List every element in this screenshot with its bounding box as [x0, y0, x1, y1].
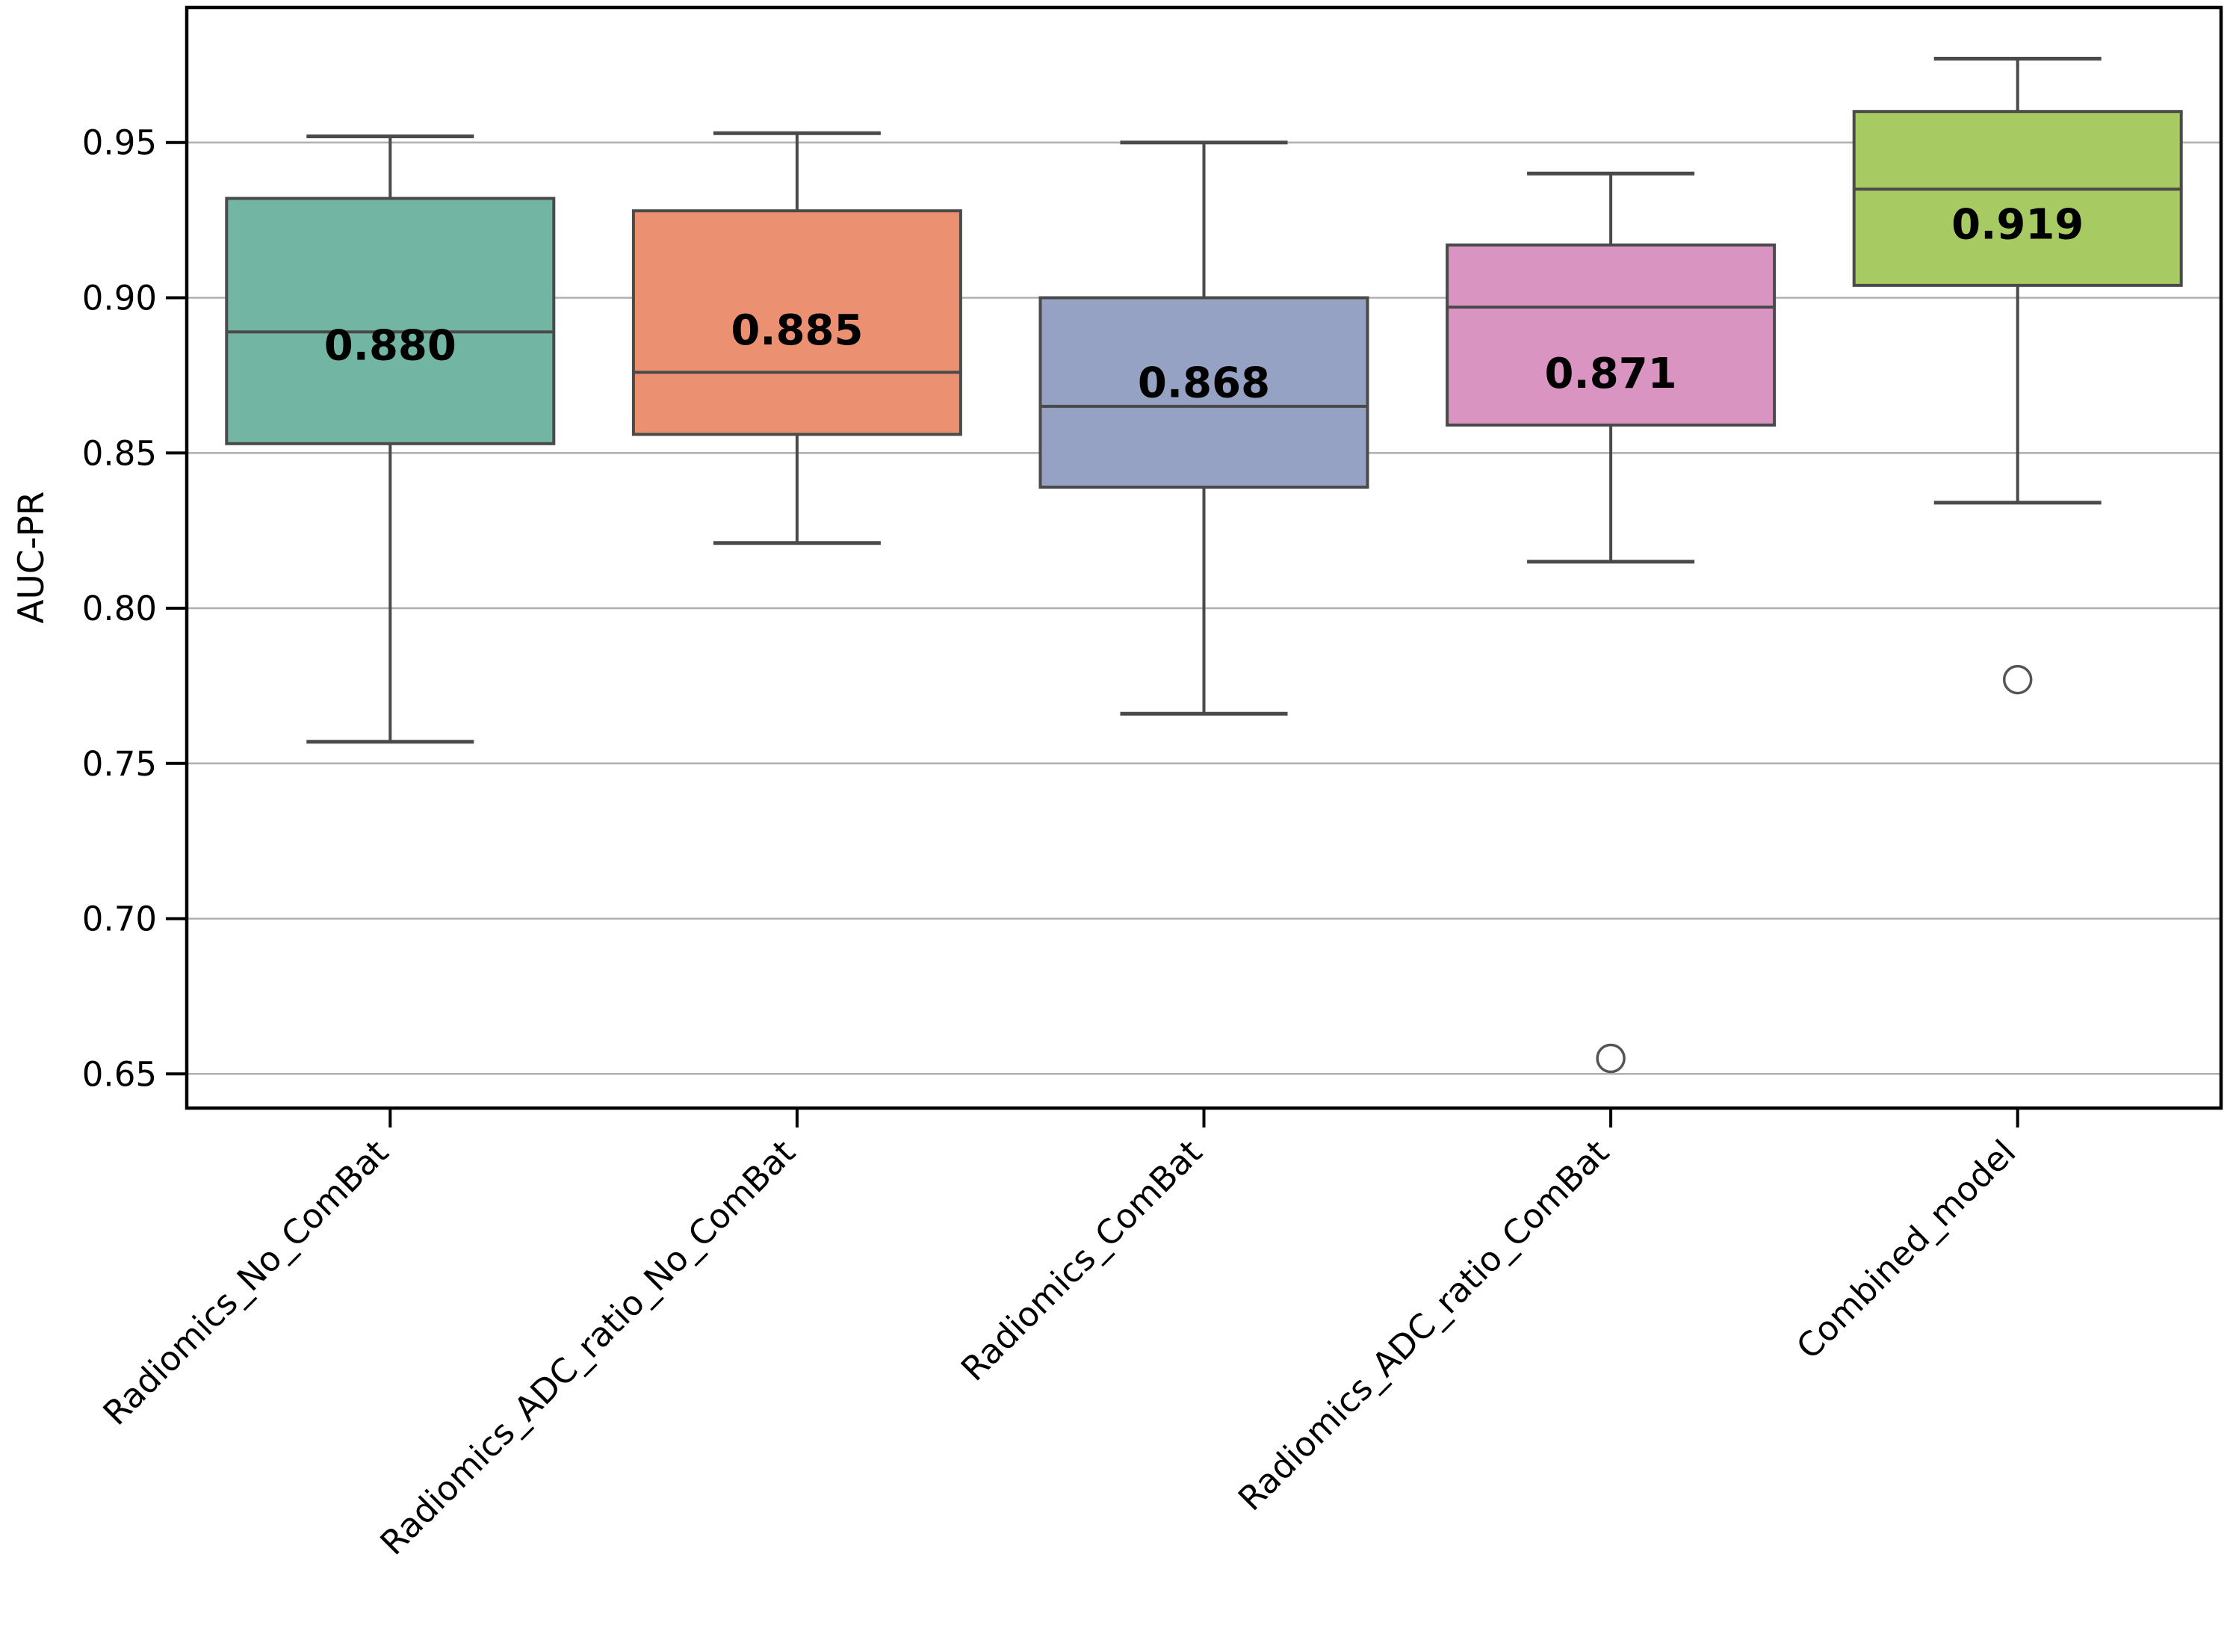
x-tick-label: Radiomics_ADC_ratio_No_ComBat: [373, 1132, 803, 1562]
y-tick-label: 0.75: [82, 744, 157, 784]
x-tick-label: Radiomics_ComBat: [953, 1132, 1210, 1388]
x-tick-label: Radiomics_No_ComBat: [96, 1132, 396, 1432]
y-tick-label: 0.70: [82, 900, 157, 939]
x-tick-label: Combined_model: [1789, 1132, 2023, 1367]
x-tick-label: Radiomics_ADC_ratio_ComBat: [1230, 1132, 1617, 1518]
y-tick-label: 0.90: [82, 279, 157, 318]
box: [225, 197, 556, 445]
outlier-point: [2002, 664, 2033, 695]
box: [631, 209, 962, 436]
box: [1038, 296, 1369, 489]
outlier-point: [1596, 1043, 1626, 1074]
y-axis-title: AUC-PR: [11, 491, 52, 623]
mean-label: 0.868: [1138, 359, 1270, 407]
box-layer: 0.880 0.885 0.868 0.871 0.919: [225, 57, 2183, 1074]
y-tick-label: 0.80: [82, 589, 157, 628]
mean-label: 0.880: [324, 322, 456, 371]
mean-label: 0.919: [1951, 201, 2084, 250]
mean-label: 0.885: [731, 306, 863, 355]
y-tick-label: 0.65: [82, 1054, 157, 1094]
mean-label: 0.871: [1545, 350, 1677, 398]
y-tick-label: 0.95: [82, 123, 157, 163]
box: [1852, 110, 2183, 287]
box: [1446, 243, 1777, 427]
y-tick-label: 0.85: [82, 433, 157, 473]
